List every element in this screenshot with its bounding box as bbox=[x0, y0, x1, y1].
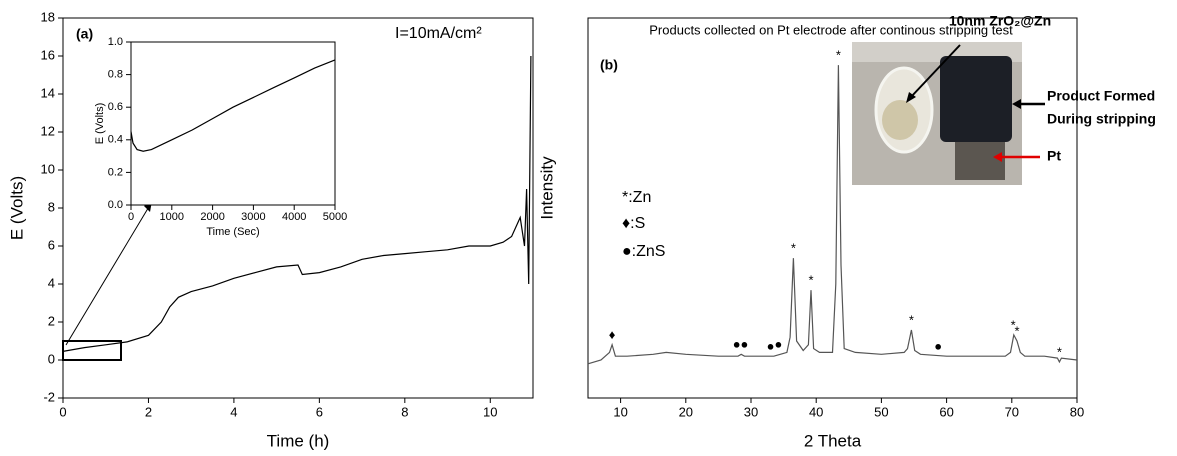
peak-marker: ● bbox=[733, 337, 741, 352]
x-tick-label: 1000 bbox=[160, 211, 184, 223]
y-axis-title: E (Volts) bbox=[94, 103, 106, 145]
x-tick-label: 10 bbox=[483, 404, 497, 419]
y-tick-label: 2 bbox=[48, 313, 55, 328]
y-tick-label: 6 bbox=[48, 237, 55, 252]
chart-title: Products collected on Pt electrode after… bbox=[649, 22, 1013, 37]
x-tick-label: 20 bbox=[679, 404, 693, 419]
y-tick-label: 16 bbox=[41, 47, 55, 62]
y-tick-label: 4 bbox=[48, 275, 55, 290]
y-tick-label: 18 bbox=[41, 9, 55, 24]
panel-label: (a) bbox=[76, 26, 93, 42]
peak-marker: ● bbox=[934, 339, 942, 354]
x-tick-label: 4 bbox=[230, 404, 237, 419]
peak-marker: * bbox=[808, 273, 813, 288]
y-tick-label: 12 bbox=[41, 123, 55, 138]
y-tick-label: 0.0 bbox=[108, 199, 123, 211]
y-tick-label: 0 bbox=[48, 351, 55, 366]
x-tick-label: 5000 bbox=[323, 211, 347, 223]
photo-label: During stripping bbox=[1047, 111, 1156, 127]
plot-frame bbox=[130, 41, 336, 206]
peak-marker: * bbox=[909, 312, 914, 327]
legend-entry: ♦:S bbox=[622, 215, 645, 232]
peak-marker: * bbox=[1014, 323, 1019, 338]
y-tick-label: 10 bbox=[41, 161, 55, 176]
x-tick-label: 30 bbox=[744, 404, 758, 419]
x-tick-label: 40 bbox=[809, 404, 823, 419]
x-axis-title: Time (h) bbox=[267, 431, 330, 450]
x-tick-label: 60 bbox=[939, 404, 953, 419]
y-tick-label: 0.6 bbox=[108, 101, 123, 113]
x-tick-label: 2000 bbox=[200, 211, 224, 223]
x-tick-label: 0 bbox=[59, 404, 66, 419]
photo-label: Pt bbox=[1047, 148, 1061, 164]
plot-frame bbox=[587, 17, 1078, 399]
x-tick-label: 6 bbox=[316, 404, 323, 419]
peak-marker: ● bbox=[774, 337, 782, 352]
y-tick-label: 14 bbox=[41, 85, 55, 100]
x-tick-label: 50 bbox=[874, 404, 888, 419]
x-axis-title: Time (Sec) bbox=[206, 226, 259, 238]
peak-marker: * bbox=[1011, 317, 1016, 332]
data-line bbox=[587, 65, 1078, 365]
x-tick-label: 8 bbox=[401, 404, 408, 419]
x-tick-label: 10 bbox=[613, 404, 627, 419]
x-tick-label: 80 bbox=[1070, 404, 1084, 419]
x-tick-label: 4000 bbox=[282, 211, 306, 223]
legend-entry: ●:ZnS bbox=[622, 243, 665, 260]
y-tick-label: 0.2 bbox=[108, 166, 123, 178]
peak-marker: ● bbox=[767, 339, 775, 354]
x-tick-label: 2 bbox=[145, 404, 152, 419]
peak-marker: ● bbox=[741, 337, 749, 352]
data-line bbox=[130, 59, 336, 152]
y-tick-label: 1.0 bbox=[108, 36, 123, 48]
x-axis-title: 2 Theta bbox=[804, 431, 862, 450]
x-tick-label: 70 bbox=[1005, 404, 1019, 419]
annotation: I=10mA/cm² bbox=[395, 25, 482, 42]
photo bbox=[852, 42, 1045, 185]
peak-marker: ♦ bbox=[609, 327, 616, 342]
peak-marker: * bbox=[791, 241, 796, 256]
panel-label: (b) bbox=[600, 57, 618, 73]
legend-entry: *:Zn bbox=[622, 189, 651, 206]
y-tick-label: 0.8 bbox=[108, 69, 123, 81]
zoom-connector bbox=[65, 204, 151, 346]
peak-marker: * bbox=[1057, 344, 1062, 359]
photo-label: Product Formed bbox=[1047, 88, 1155, 104]
y-tick-label: -2 bbox=[43, 389, 55, 404]
y-tick-label: 0.4 bbox=[108, 134, 123, 146]
photo-label: 10nm ZrO₂@Zn bbox=[949, 13, 1051, 29]
x-tick-label: 3000 bbox=[241, 211, 265, 223]
x-tick-label: 0 bbox=[128, 211, 134, 223]
y-axis-title: Intensity bbox=[537, 156, 556, 220]
peak-marker: * bbox=[836, 48, 841, 63]
data-line bbox=[62, 55, 532, 352]
y-axis-title: E (Volts) bbox=[7, 176, 26, 240]
y-tick-label: 8 bbox=[48, 199, 55, 214]
